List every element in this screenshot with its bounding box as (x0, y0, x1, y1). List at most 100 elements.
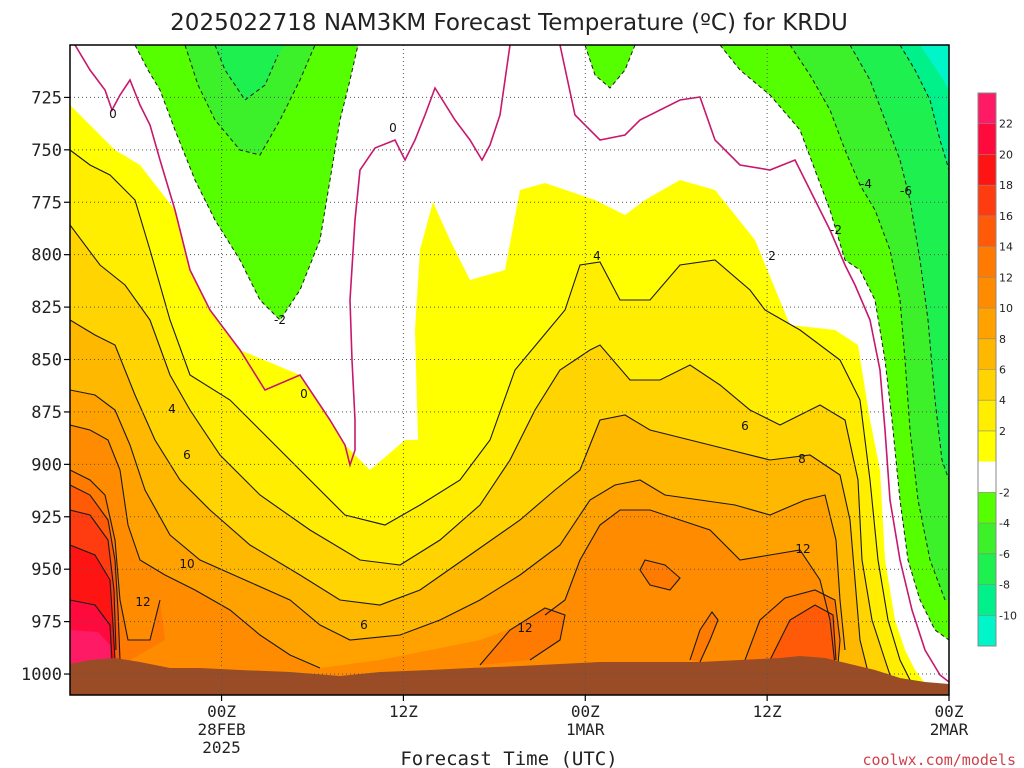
colorbar-swatch (978, 523, 996, 554)
x-tick-label: 12Z (753, 702, 782, 721)
band-minus4-upper-left (185, 45, 315, 155)
colorbar-label: -2 (999, 486, 1010, 499)
colorbar-label: -4 (999, 517, 1010, 530)
colorbar-swatch (978, 430, 996, 462)
band-minus10-right (920, 45, 949, 90)
contour-line-16c (70, 509, 117, 651)
credit-text: coolwx.com/models (862, 751, 1016, 768)
colorbar-label: 2 (999, 425, 1006, 438)
y-tick-label: 775 (31, 193, 62, 213)
colorbar-swatch (978, 215, 996, 247)
colorbar-label: -8 (999, 579, 1010, 592)
band-minus6-upper-left (215, 45, 285, 100)
colorbar-label: 10 (999, 302, 1013, 315)
contour-label: 12 (795, 542, 810, 556)
band-minus8-right (900, 45, 949, 170)
colorbar-label: 4 (999, 394, 1006, 407)
y-tick-label: 725 (31, 88, 62, 108)
y-tick-label: 950 (31, 560, 62, 580)
y-tick-label: 800 (31, 246, 62, 266)
colorbar-swatch (978, 154, 996, 186)
contour-line-6c (70, 319, 871, 681)
band-12-blob-12z (640, 560, 680, 590)
colorbar-swatch (978, 338, 996, 370)
x-tick-label: 12Z (389, 702, 418, 721)
y-tick-label: 825 (31, 298, 62, 318)
colorbar-legend: 22 20 18 16 14 12 10 8 6 4 2 -2 -4 -6 -8 -10 (977, 92, 1017, 647)
y-tick-label: 900 (31, 455, 62, 475)
contour-label: 6 (741, 419, 749, 433)
colorbar-label: 20 (999, 148, 1013, 161)
colorbar-swatch (978, 461, 996, 493)
colorbar-swatch (978, 369, 996, 401)
colorbar-label: 6 (999, 364, 1006, 377)
band-minus2-top-mid (585, 45, 635, 88)
colorbar-label: 16 (999, 210, 1013, 223)
contour-label: -6 (900, 184, 912, 198)
contour-label: 10 (179, 557, 194, 571)
contour-label: 6 (360, 618, 368, 632)
colorbar-swatch (978, 185, 996, 216)
contour-line-18c (70, 544, 116, 661)
x-axis-title: Forecast Time (UTC) (400, 748, 617, 768)
colorbar-label: 22 (999, 118, 1013, 131)
colorbar-label: -6 (999, 548, 1010, 561)
contour-label: 0 (300, 387, 308, 401)
contour-line-minus8c (899, 45, 949, 171)
x-tick-label: 00Z (207, 702, 236, 721)
contour-label: 4 (593, 249, 601, 263)
x-tick-label: 1MAR (566, 720, 605, 739)
plot-area (70, 45, 949, 695)
grid (70, 45, 949, 695)
contour-lines (70, 149, 916, 691)
y-tick-label: 975 (31, 613, 62, 633)
band-10-to-12 (70, 425, 835, 695)
x-tick-label: 2MAR (930, 720, 969, 739)
contour-label: 0 (109, 107, 117, 121)
contour-label: 12 (517, 621, 532, 635)
contour-label: 12 (135, 595, 150, 609)
colorbar-swatch (978, 492, 996, 524)
y-tick-label: 1000 (21, 665, 62, 685)
colorbar-label: 12 (999, 271, 1013, 284)
contour-label: -4 (860, 177, 872, 191)
y-tick-label: 925 (31, 508, 62, 528)
contour-label: -2 (830, 223, 842, 237)
contour-line-2c (70, 149, 916, 691)
y-tick-label: 850 (31, 351, 62, 371)
colorbar-swatch (978, 308, 996, 339)
band-22-to-24 (70, 630, 110, 668)
y-axis: 725 750 775 800 825 850 875 900 925 950 975 1000 (21, 88, 70, 685)
colorbar-swatch (978, 400, 996, 431)
colorbar-label: -10 (999, 609, 1017, 622)
contour-label: 2 (768, 249, 776, 263)
colorbar-swatch (978, 553, 996, 585)
chart-title: 2025022718 NAM3KM Forecast Temperature (… (170, 10, 848, 36)
colorbar-swatch (978, 93, 996, 124)
colorbar-swatch (978, 123, 996, 155)
contour-labels: 0 0 0 -2 -2 -4 -6 2 4 4 6 6 6 8 10 12 12 12 (109, 107, 912, 635)
colorbar-label: 14 (999, 241, 1013, 254)
x-tick-label: 2025 (202, 738, 241, 757)
contour-line-10c (70, 424, 836, 669)
colorbar-swatch (978, 615, 996, 646)
contour-label: 8 (798, 452, 806, 466)
contour-line-14c (70, 484, 837, 661)
band-12-blob-14z (690, 612, 718, 662)
colorbar-label: 8 (999, 333, 1006, 346)
x-tick-label: 00Z (571, 702, 600, 721)
plot-border (69, 44, 950, 696)
contour-line-4c (70, 224, 896, 691)
terrain (70, 656, 949, 695)
freezing-line (74, 45, 949, 683)
contour-label: -2 (274, 313, 286, 327)
contour-line-12c (70, 469, 841, 666)
contour-label: 6 (183, 448, 191, 462)
colorbar-swatch (978, 584, 996, 616)
y-tick-label: 875 (31, 403, 62, 423)
band-minus6-right (850, 45, 949, 480)
y-tick-label: 750 (31, 141, 62, 161)
contour-line-minus2c (134, 45, 949, 641)
